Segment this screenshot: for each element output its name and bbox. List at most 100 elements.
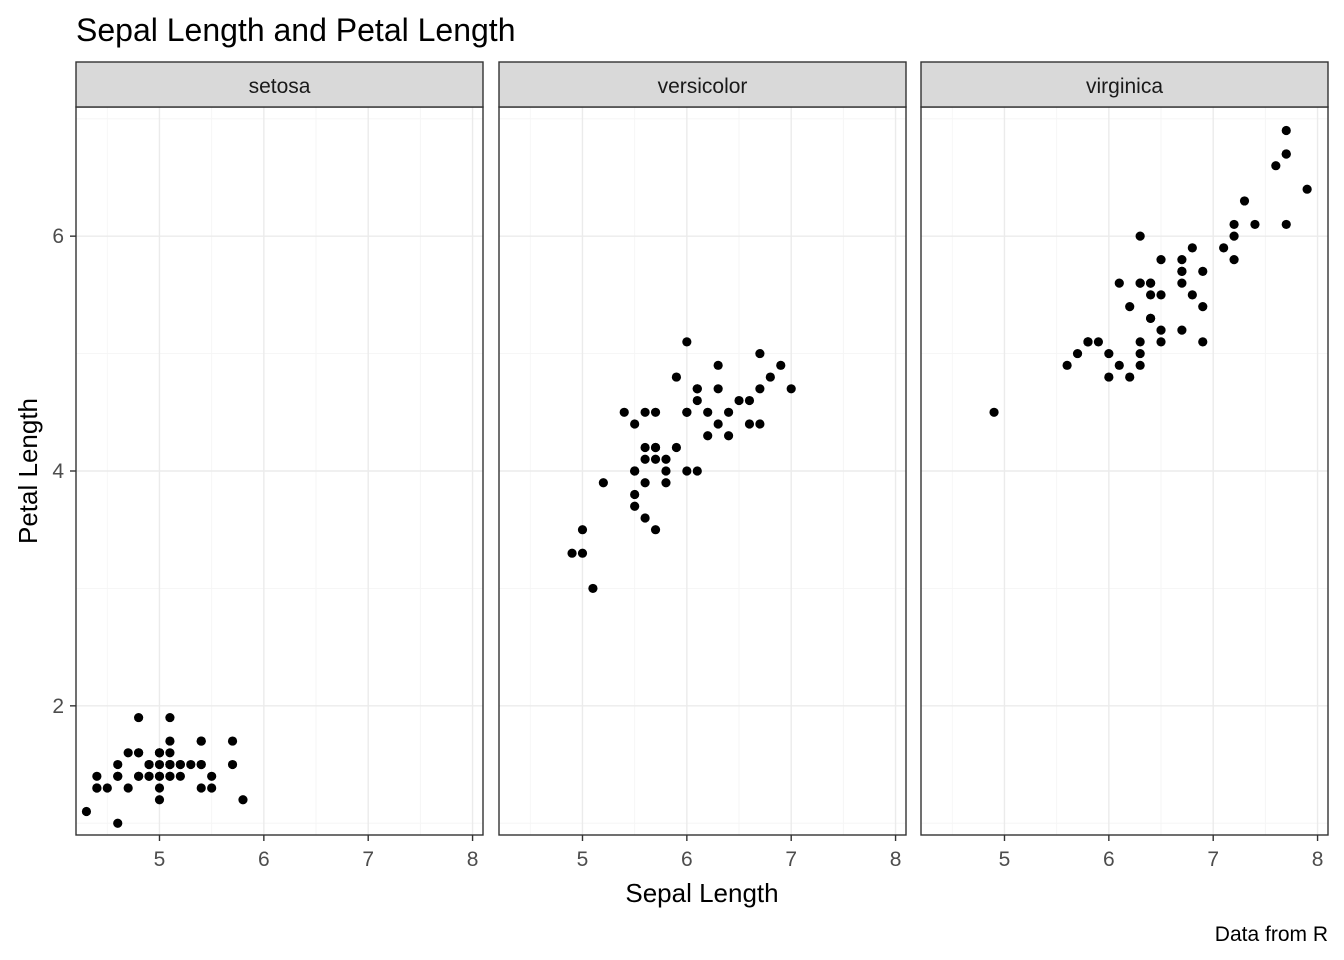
data-point xyxy=(1156,337,1166,347)
y-tick-label: 6 xyxy=(52,225,64,248)
data-point xyxy=(134,712,144,723)
x-tick-label: 7 xyxy=(785,848,797,871)
data-point xyxy=(744,419,755,429)
data-point xyxy=(640,513,650,523)
data-point xyxy=(1229,255,1239,265)
data-point xyxy=(630,501,640,511)
x-tick-label: 5 xyxy=(577,848,589,871)
data-point xyxy=(186,759,196,770)
facet-panels: setosa 5 6 7 8 2 4 6 versicolor 5 6 7 8 virginica 5 6 7 8 xyxy=(52,61,1329,871)
data-point xyxy=(1145,290,1156,300)
facet-strip xyxy=(920,61,1329,108)
data-point xyxy=(1187,243,1197,253)
data-point xyxy=(165,759,175,770)
x-tick-label: 5 xyxy=(154,848,166,871)
data-point xyxy=(1145,278,1156,288)
data-point xyxy=(113,771,123,781)
data-point xyxy=(1281,219,1291,230)
data-point xyxy=(1135,360,1145,370)
data-point xyxy=(1198,266,1208,276)
data-point xyxy=(661,466,671,476)
data-point xyxy=(207,771,217,781)
data-point xyxy=(227,759,238,770)
data-point xyxy=(196,783,206,793)
data-point xyxy=(755,384,765,394)
data-point xyxy=(1083,337,1093,347)
x-tick-label: 7 xyxy=(362,848,374,871)
data-point xyxy=(144,759,154,770)
data-point xyxy=(1135,278,1145,288)
data-point xyxy=(134,748,144,758)
data-point xyxy=(165,748,175,758)
data-point xyxy=(1187,290,1197,300)
data-point xyxy=(650,442,661,453)
data-point xyxy=(630,466,640,476)
data-point xyxy=(1125,302,1135,312)
data-point xyxy=(1156,290,1166,300)
panel-setosa: setosa 5 6 7 8 2 4 6 xyxy=(52,61,484,871)
panel-virginica: virginica 5 6 7 8 xyxy=(920,61,1329,871)
data-point xyxy=(619,407,629,417)
data-point xyxy=(786,384,796,394)
data-point xyxy=(776,360,786,370)
data-point xyxy=(1177,266,1187,276)
data-point xyxy=(1281,125,1291,136)
data-point xyxy=(650,454,661,464)
data-point xyxy=(1156,255,1166,265)
data-point xyxy=(1114,278,1124,288)
data-point xyxy=(713,419,723,429)
x-tick-label: 6 xyxy=(258,848,270,871)
data-point xyxy=(650,525,661,535)
data-point xyxy=(81,806,92,817)
data-point xyxy=(1239,196,1250,206)
data-point xyxy=(755,419,765,429)
data-point xyxy=(713,384,723,394)
data-point xyxy=(113,759,123,770)
data-point xyxy=(734,395,744,406)
data-point xyxy=(1250,219,1260,230)
data-point xyxy=(92,771,102,781)
x-tick-label: 7 xyxy=(1207,848,1219,871)
facet-strip-label: virginica xyxy=(1086,75,1163,98)
data-point xyxy=(671,372,682,382)
data-point xyxy=(238,795,248,805)
facet-strip xyxy=(498,61,907,108)
data-point xyxy=(723,407,734,417)
x-tick-label: 8 xyxy=(467,848,479,871)
data-point xyxy=(165,771,175,781)
data-point xyxy=(640,407,650,417)
data-point xyxy=(154,783,165,793)
data-point xyxy=(640,454,650,464)
data-point xyxy=(123,748,133,758)
data-point xyxy=(640,442,650,453)
data-point xyxy=(755,348,765,359)
y-tick-label: 2 xyxy=(52,695,64,718)
facet-strip xyxy=(75,61,484,108)
data-point xyxy=(1145,313,1156,323)
data-point xyxy=(196,736,206,746)
data-point xyxy=(1135,348,1145,359)
data-point xyxy=(577,548,588,558)
data-point xyxy=(196,759,206,770)
data-point xyxy=(765,372,775,382)
data-point xyxy=(1114,360,1124,370)
data-point xyxy=(92,783,102,793)
data-point xyxy=(598,478,608,488)
data-point xyxy=(703,407,713,417)
data-point xyxy=(1229,219,1239,230)
y-axis-title: Petal Length xyxy=(13,398,43,544)
data-point xyxy=(175,771,185,781)
data-point xyxy=(227,736,238,746)
data-point xyxy=(165,712,175,723)
data-point xyxy=(1177,255,1187,265)
data-point xyxy=(1198,302,1208,312)
data-point xyxy=(154,771,165,781)
data-point xyxy=(1135,231,1145,241)
data-point xyxy=(1104,372,1114,382)
data-point xyxy=(154,795,165,805)
data-point xyxy=(567,548,577,558)
x-tick-label: 5 xyxy=(999,848,1011,871)
data-point xyxy=(1104,348,1114,359)
data-point xyxy=(123,783,133,793)
